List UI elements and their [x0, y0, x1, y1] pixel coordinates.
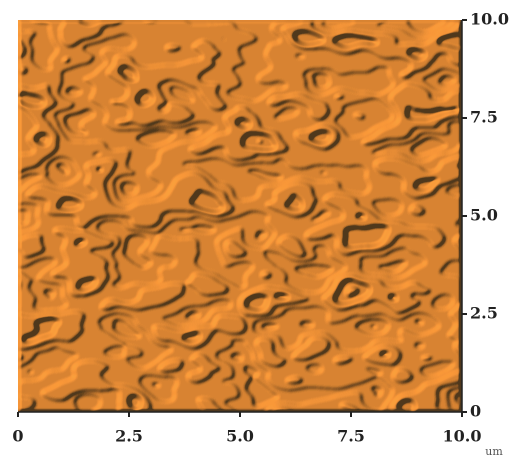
y-tick-label: 7.5 [470, 108, 498, 127]
y-tick-label: 2.5 [470, 304, 498, 323]
y-tick-label: 0 [470, 402, 481, 421]
x-tick-label: 2.5 [115, 427, 143, 446]
y-tick-label: 5.0 [470, 206, 498, 225]
x-tick-label: 10.0 [443, 427, 482, 446]
x-axis-unit: um [485, 445, 503, 458]
x-tick-label: 7.5 [337, 427, 365, 446]
x-tick-label: 5.0 [226, 427, 254, 446]
x-tick-label: 0 [12, 427, 23, 446]
y-tick-label: 10.0 [470, 10, 509, 29]
afm-image [18, 20, 462, 412]
